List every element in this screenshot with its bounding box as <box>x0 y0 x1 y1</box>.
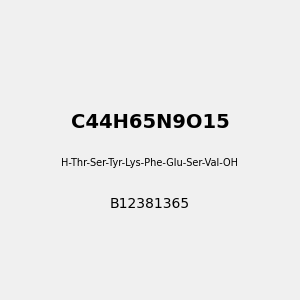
Text: C44H65N9O15: C44H65N9O15 <box>70 113 230 133</box>
Text: B12381365: B12381365 <box>110 197 190 211</box>
Text: H-Thr-Ser-Tyr-Lys-Phe-Glu-Ser-Val-OH: H-Thr-Ser-Tyr-Lys-Phe-Glu-Ser-Val-OH <box>61 158 239 169</box>
